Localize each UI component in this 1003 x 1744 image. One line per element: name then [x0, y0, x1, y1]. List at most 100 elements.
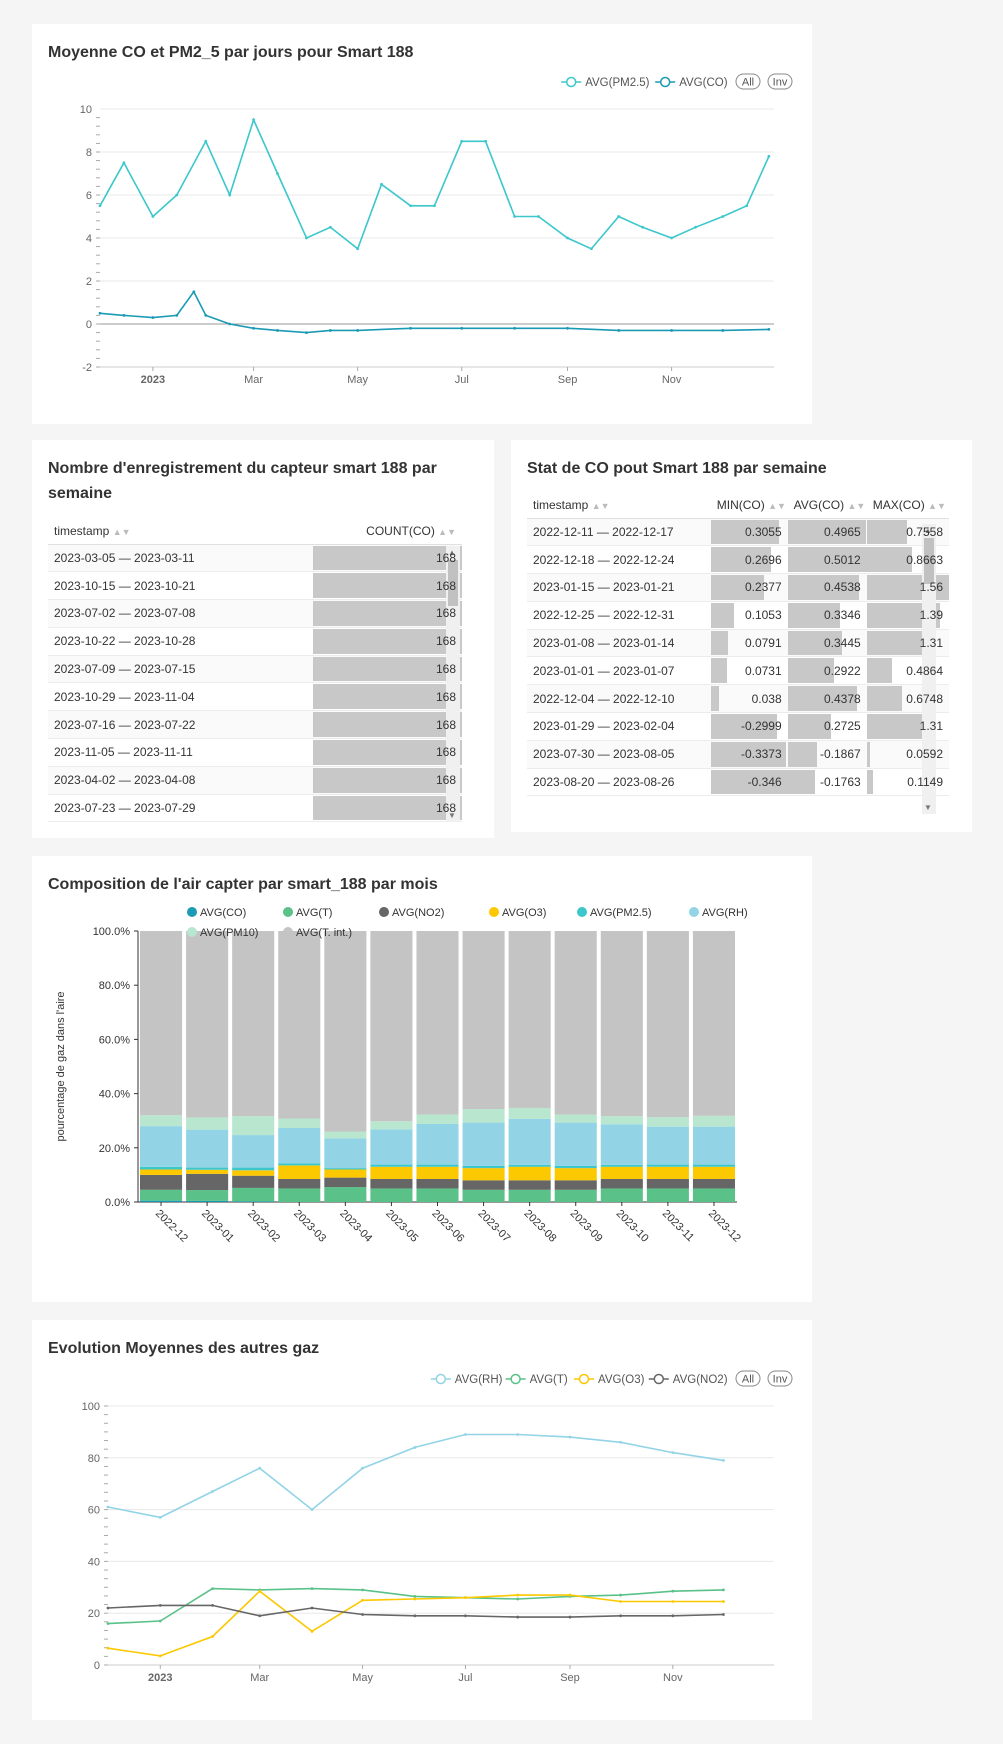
bar-segment-avg-pm10-[interactable]: [324, 1131, 367, 1139]
data-point[interactable]: [258, 1614, 262, 1618]
inv-button[interactable]: [767, 73, 793, 90]
scrollbar[interactable]: ▲ ▼: [922, 524, 936, 814]
data-point[interactable]: [694, 225, 697, 229]
data-point[interactable]: [361, 1466, 364, 1470]
data-point[interactable]: [204, 139, 208, 143]
data-point[interactable]: [722, 1588, 725, 1592]
bar-segment-avg-pm2-5-[interactable]: [462, 1165, 505, 1169]
table-row[interactable]: 2023-10-15 — 2023-10-21 168: [48, 571, 462, 601]
bar-segment-avg-rh-[interactable]: [554, 1122, 597, 1166]
data-point[interactable]: [361, 1588, 364, 1592]
bar-segment-avg-pm10-[interactable]: [508, 1107, 551, 1119]
legend-dot-icon[interactable]: [283, 927, 293, 937]
data-point[interactable]: [568, 1593, 572, 1597]
data-point[interactable]: [619, 1593, 622, 1597]
legend-dot-icon[interactable]: [689, 907, 699, 917]
legend-circle-icon[interactable]: [578, 1373, 590, 1385]
bar-segment-avg-rh-[interactable]: [140, 1126, 183, 1167]
data-point[interactable]: [122, 314, 126, 317]
sort-icon[interactable]: ▲▼: [438, 526, 456, 537]
data-point[interactable]: [158, 1654, 162, 1658]
bar-segment-avg-t-int-[interactable]: [462, 931, 505, 1110]
data-point[interactable]: [464, 1596, 467, 1600]
data-point[interactable]: [745, 204, 749, 208]
data-point[interactable]: [767, 327, 771, 331]
data-point[interactable]: [617, 215, 621, 218]
bar-segment-avg-rh-[interactable]: [508, 1118, 551, 1165]
data-point[interactable]: [158, 1604, 162, 1607]
bar-segment-avg-t-[interactable]: [692, 1188, 735, 1202]
bar-segment-avg-pm2-5-[interactable]: [232, 1167, 275, 1171]
data-point[interactable]: [516, 1433, 520, 1436]
data-point[interactable]: [722, 1613, 725, 1616]
bar-segment-avg-rh-[interactable]: [646, 1126, 689, 1165]
table-row[interactable]: 2023-10-29 — 2023-11-04 168: [48, 682, 462, 712]
table-row[interactable]: 2023-11-05 — 2023-11-11 168: [48, 738, 462, 767]
column-header-max-co[interactable]: MAX(CO) ▲▼: [866, 492, 949, 519]
data-point[interactable]: [671, 1451, 675, 1455]
bar-segment-avg-t-[interactable]: [186, 1190, 229, 1201]
data-point[interactable]: [619, 1614, 622, 1618]
data-point[interactable]: [252, 326, 255, 330]
sort-icon[interactable]: ▲▼: [591, 500, 610, 511]
bar-segment-avg-no2-[interactable]: [186, 1173, 229, 1191]
table-row[interactable]: 2023-01-29 — 2023-02-04 -0.2999 0.2725 1.31: [527, 712, 949, 741]
bar-segment-avg-t-[interactable]: [370, 1188, 413, 1202]
scroll-up-icon[interactable]: ▲: [448, 548, 456, 557]
bar-segment-avg-t-[interactable]: [324, 1187, 367, 1202]
data-point[interactable]: [619, 1440, 622, 1444]
data-point[interactable]: [516, 1597, 520, 1601]
bar-segment-avg-o3-[interactable]: [370, 1166, 413, 1179]
series-line-avg-pm2-5-[interactable]: [99, 117, 770, 251]
bar-segment-avg-pm10-[interactable]: [462, 1109, 505, 1123]
series-line-avg-co-[interactable]: [99, 290, 769, 334]
data-point[interactable]: [513, 215, 517, 218]
data-point[interactable]: [721, 215, 725, 218]
table-row[interactable]: 2023-01-08 — 2023-01-14 0.0791 0.3445 1.31: [527, 629, 949, 658]
bar-segment-avg-pm10-[interactable]: [554, 1114, 597, 1123]
bar-segment-avg-t-int-[interactable]: [324, 931, 367, 1132]
table-row[interactable]: 2023-01-01 — 2023-01-07 0.0731 0.2922 0.486…: [527, 656, 949, 686]
bar-segment-avg-t-[interactable]: [278, 1188, 321, 1202]
column-header-count-co[interactable]: COUNT(CO) ▲▼: [312, 518, 462, 545]
bar-segment-avg-pm2-5-[interactable]: [600, 1164, 643, 1167]
bar-segment-avg-t-int-[interactable]: [646, 931, 689, 1118]
bar-segment-avg-o3-[interactable]: [324, 1169, 367, 1178]
table-row[interactable]: 2023-04-02 — 2023-04-08 168: [48, 766, 462, 795]
data-point[interactable]: [211, 1635, 214, 1638]
data-point[interactable]: [590, 247, 593, 251]
legend-dot-icon[interactable]: [283, 907, 293, 917]
bar-segment-avg-t-[interactable]: [508, 1189, 551, 1202]
table-row[interactable]: 2022-12-25 — 2022-12-31 0.1053 0.3346 1.39: [527, 601, 949, 630]
data-point[interactable]: [566, 326, 569, 330]
data-point[interactable]: [464, 1433, 467, 1436]
table-row[interactable]: 2023-03-05 — 2023-03-11 168: [48, 544, 462, 573]
data-point[interactable]: [211, 1604, 214, 1607]
bar-segment-avg-no2-[interactable]: [508, 1180, 551, 1190]
bar-segment-avg-t-[interactable]: [462, 1189, 505, 1202]
data-point[interactable]: [413, 1597, 417, 1601]
bar-segment-avg-o3-[interactable]: [140, 1169, 183, 1175]
data-point[interactable]: [361, 1598, 364, 1602]
data-point[interactable]: [722, 1600, 725, 1603]
bar-segment-avg-pm2-5-[interactable]: [324, 1168, 367, 1170]
bar-segment-avg-rh-[interactable]: [186, 1129, 229, 1168]
bar-segment-avg-pm2-5-[interactable]: [692, 1164, 735, 1167]
data-point[interactable]: [228, 322, 232, 326]
bar-segment-avg-t-int-[interactable]: [600, 931, 643, 1117]
series-line-avg-o3-[interactable]: [107, 1590, 724, 1657]
bar-segment-avg-rh-[interactable]: [692, 1126, 735, 1165]
bar-segment-avg-o3-[interactable]: [646, 1166, 689, 1179]
data-point[interactable]: [106, 1505, 110, 1509]
data-point[interactable]: [258, 1589, 262, 1593]
sort-icon[interactable]: ▲▼: [847, 500, 866, 511]
data-point[interactable]: [568, 1615, 572, 1619]
legend-circle-icon[interactable]: [510, 1373, 521, 1385]
scroll-up-icon[interactable]: ▲: [924, 526, 932, 535]
bar-segment-avg-t-int-[interactable]: [416, 931, 459, 1115]
bar-segment-avg-rh-[interactable]: [370, 1129, 413, 1165]
data-point[interactable]: [513, 326, 517, 330]
data-point[interactable]: [460, 326, 464, 330]
sort-icon[interactable]: ▲▼: [112, 526, 131, 537]
bar-segment-avg-rh-[interactable]: [324, 1138, 367, 1169]
